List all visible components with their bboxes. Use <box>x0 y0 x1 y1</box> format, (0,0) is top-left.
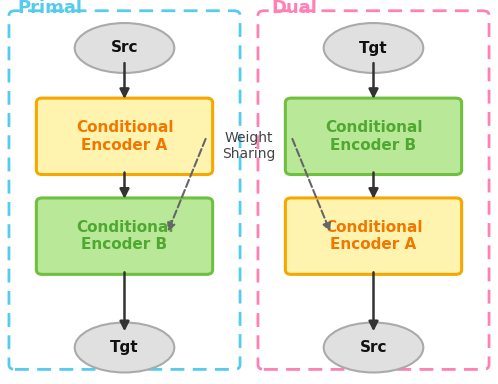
FancyBboxPatch shape <box>9 11 240 369</box>
Text: Conditional
Encoder B: Conditional Encoder B <box>76 220 173 252</box>
FancyBboxPatch shape <box>36 198 213 274</box>
Text: Tgt: Tgt <box>110 340 139 355</box>
Text: Src: Src <box>111 40 138 56</box>
FancyBboxPatch shape <box>258 11 489 369</box>
Text: Primal: Primal <box>17 0 83 17</box>
Text: Tgt: Tgt <box>359 40 388 56</box>
Ellipse shape <box>75 323 174 372</box>
Ellipse shape <box>324 323 423 372</box>
FancyBboxPatch shape <box>285 98 462 175</box>
Text: Conditional
Encoder B: Conditional Encoder B <box>325 120 422 152</box>
FancyBboxPatch shape <box>285 198 462 274</box>
Text: Conditional
Encoder A: Conditional Encoder A <box>325 220 422 252</box>
Text: Weight
Sharing: Weight Sharing <box>222 131 276 161</box>
Text: Conditional
Encoder A: Conditional Encoder A <box>76 120 173 152</box>
FancyBboxPatch shape <box>36 98 213 175</box>
Text: Src: Src <box>360 340 387 355</box>
Text: Dual: Dual <box>271 0 317 17</box>
Ellipse shape <box>75 23 174 73</box>
Ellipse shape <box>324 23 423 73</box>
